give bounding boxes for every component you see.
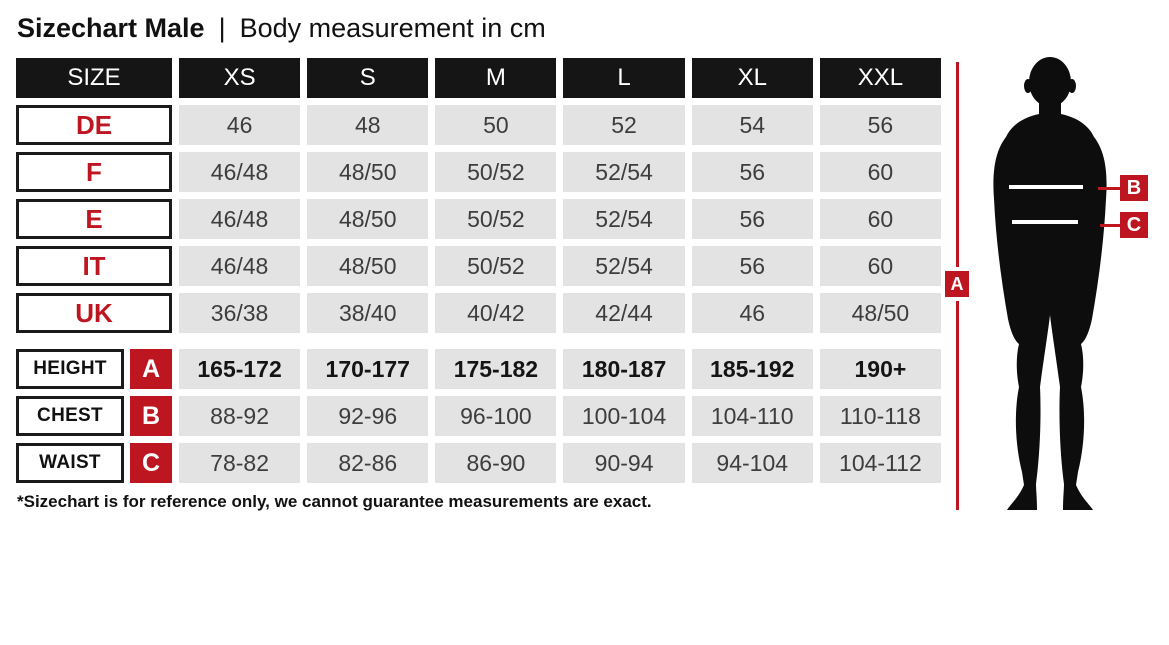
- size-cell: 56: [691, 199, 813, 239]
- size-cell: 50: [435, 105, 557, 145]
- size-cell: 52/54: [563, 246, 685, 286]
- header-cell-xxl: XXL: [819, 58, 941, 98]
- size-cell: 50/52: [435, 152, 557, 192]
- size-cell: 52/54: [563, 152, 685, 192]
- header-cell-xl: XL: [691, 58, 813, 98]
- waist-cell: 82-86: [307, 443, 429, 483]
- size-cell: 38/40: [307, 293, 429, 333]
- measure-label-height: HEIGHT A: [16, 349, 172, 389]
- size-cell: 56: [819, 105, 941, 145]
- waist-cell: 94-104: [691, 443, 813, 483]
- size-cell: 48/50: [307, 152, 429, 192]
- size-cell: 40/42: [435, 293, 557, 333]
- row-label-uk: UK: [16, 293, 172, 333]
- chest-connector-line: [1098, 187, 1120, 190]
- measure-marker-a: A: [130, 349, 172, 389]
- size-cell: 36/38: [179, 293, 301, 333]
- waist-connector-line: [1100, 224, 1120, 227]
- row-label-it: IT: [16, 246, 172, 286]
- height-cell: 170-177: [307, 349, 429, 389]
- size-cell: 46/48: [179, 152, 301, 192]
- figure-marker-b-chest: B: [1120, 175, 1148, 201]
- measure-label-waist: WAIST C: [16, 443, 172, 483]
- height-cell: 185-192: [691, 349, 813, 389]
- size-cell: 56: [691, 152, 813, 192]
- chest-cell: 96-100: [435, 396, 557, 436]
- figure-marker-a-height: A: [945, 271, 969, 297]
- page-title: Sizechart Male | Body measurement in cm: [17, 13, 546, 44]
- footnote: *Sizechart is for reference only, we can…: [17, 492, 652, 511]
- height-cell: 175-182: [435, 349, 557, 389]
- height-cell: 180-187: [563, 349, 685, 389]
- height-cell: 190+: [819, 349, 941, 389]
- waist-cell: 90-94: [563, 443, 685, 483]
- size-cell: 48/50: [307, 246, 429, 286]
- row-label-f: F: [16, 152, 172, 192]
- size-cell: 52/54: [563, 199, 685, 239]
- measure-marker-b: B: [130, 396, 172, 436]
- measure-label-chest: CHEST B: [16, 396, 172, 436]
- chest-cell: 110-118: [819, 396, 941, 436]
- chest-cell: 88-92: [179, 396, 301, 436]
- size-cell: 60: [819, 152, 941, 192]
- waist-cell: 78-82: [179, 443, 301, 483]
- size-cell: 60: [819, 199, 941, 239]
- male-silhouette-icon: [993, 57, 1107, 510]
- size-cell: 56: [691, 246, 813, 286]
- figure-marker-c-waist: C: [1120, 212, 1148, 238]
- size-cell: 54: [691, 105, 813, 145]
- size-cell: 46: [691, 293, 813, 333]
- chest-cell: 104-110: [691, 396, 813, 436]
- title-separator: |: [218, 13, 226, 43]
- measure-label-box: WAIST: [16, 443, 124, 483]
- measure-label-box: HEIGHT: [16, 349, 124, 389]
- size-cell: 48/50: [307, 199, 429, 239]
- measure-label-box: CHEST: [16, 396, 124, 436]
- size-cell: 50/52: [435, 246, 557, 286]
- header-cell-s: S: [307, 58, 429, 98]
- size-cell: 52: [563, 105, 685, 145]
- header-cell-xs: XS: [179, 58, 301, 98]
- row-label-de: DE: [16, 105, 172, 145]
- size-cell: 46/48: [179, 199, 301, 239]
- waist-cell: 86-90: [435, 443, 557, 483]
- size-cell: 60: [819, 246, 941, 286]
- size-cell: 48/50: [819, 293, 941, 333]
- measure-marker-c: C: [130, 443, 172, 483]
- chest-cell: 100-104: [563, 396, 685, 436]
- size-cell: 42/44: [563, 293, 685, 333]
- header-cell-l: L: [563, 58, 685, 98]
- title-main: Sizechart Male: [17, 13, 205, 43]
- chest-cell: 92-96: [307, 396, 429, 436]
- waist-measure-line: [1012, 220, 1078, 224]
- chest-measure-line: [1009, 185, 1083, 189]
- size-cell: 46: [179, 105, 301, 145]
- title-subtitle: Body measurement in cm: [239, 13, 546, 43]
- height-cell: 165-172: [179, 349, 301, 389]
- size-cell: 46/48: [179, 246, 301, 286]
- waist-cell: 104-112: [819, 443, 941, 483]
- header-cell-m: M: [435, 58, 557, 98]
- header-cell-size: SIZE: [16, 58, 172, 98]
- size-cell: 48: [307, 105, 429, 145]
- row-label-e: E: [16, 199, 172, 239]
- size-cell: 50/52: [435, 199, 557, 239]
- size-table: SIZE XS S M L XL XXL DE 46 48 50 52 54 5…: [16, 58, 941, 483]
